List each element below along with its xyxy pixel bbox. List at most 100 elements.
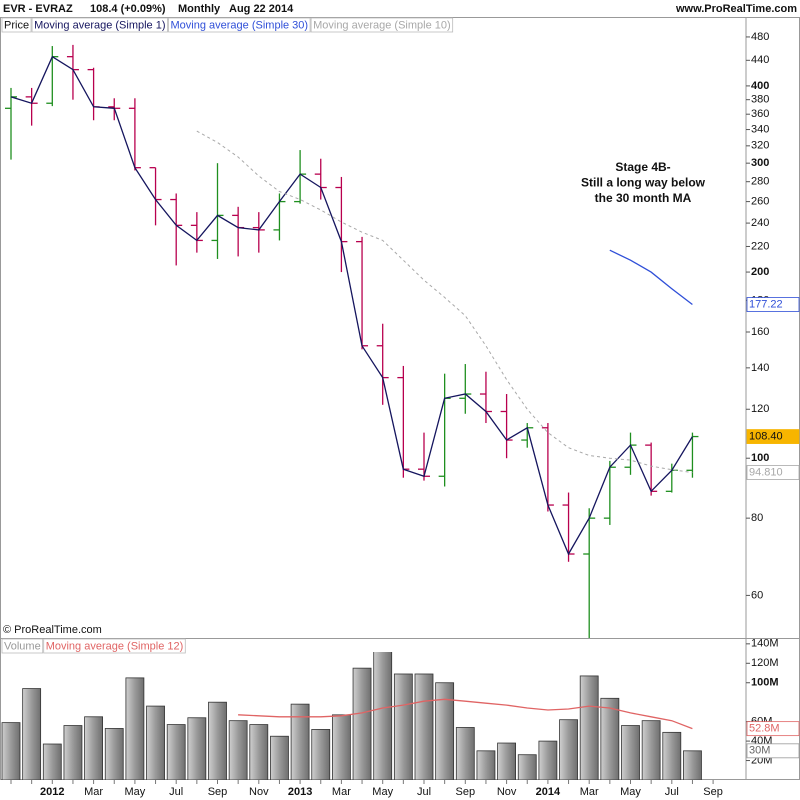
volume-bar [187,717,207,780]
y-tick-label: 100 [751,452,769,464]
y2-tick-label: 100M [751,677,779,689]
legend-label: Moving average (Simple 30) [171,19,309,31]
x-tick-label: Sep [208,786,228,798]
period: Monthly [178,3,221,15]
volume-bar [393,673,413,780]
legend-label: Price [4,19,29,31]
y-tick-label: 120 [751,403,769,415]
volume-bar [311,729,331,780]
line [609,249,693,306]
y-tick-label: 300 [751,157,769,169]
last-value-box [746,429,800,444]
x-tick-label: Sep [703,786,723,798]
volume-bar [497,742,517,780]
last-value-box [746,465,800,480]
y-tick-label: 80 [751,512,763,524]
volume-bar [228,720,248,780]
legend-label: Volume [4,640,41,652]
volume-bar [455,727,475,780]
volume-bar [559,719,578,780]
legend-box [1,638,44,654]
x-tick-label: Sep [456,786,476,798]
last-value-label: 52.8M [749,723,780,735]
copyright: © ProRealTime.com [3,624,102,636]
y-tick-label: 160 [751,326,769,338]
volume-bar [476,750,496,780]
y-tick-label: 480 [751,31,769,43]
x-tick-label: Nov [249,786,269,798]
y-tick-label: 360 [751,108,769,120]
x-tick-label: May [372,786,393,798]
volume-bar [641,720,661,780]
legend-box [310,17,454,33]
volume-bar [290,703,310,780]
last-value-box [746,297,800,312]
y-tick-label: 440 [751,54,769,66]
volume-bar [1,722,21,780]
volume-bar [63,725,83,780]
y-tick-label: 400 [751,80,769,92]
y-tick-label: 260 [751,196,769,208]
volume-bar [683,750,702,780]
legend-box [31,17,168,33]
quote: 108.4 (+0.09%) [90,3,166,15]
date: Aug 22 2014 [229,3,294,15]
y2-tick-label: 140M [751,638,779,650]
volume-bar [435,682,455,780]
volume-bar [352,667,372,780]
volume-bar [600,697,620,780]
line [196,130,693,473]
volume-bar [146,705,165,780]
volume-bar [579,675,599,780]
annotation-line: Still a long way below [581,176,706,190]
legend-box [43,638,186,654]
volume-bar [662,731,682,780]
volume-bar [538,740,558,780]
x-tick-label: 2013 [288,786,312,798]
x-tick-label: Jul [665,786,679,798]
price-plot [5,44,699,638]
last-value-label: 30M [749,745,770,757]
legend-label: Moving average (Simple 12) [46,640,184,652]
x-tick-label: Mar [84,786,103,798]
x-tick-label: Mar [332,786,351,798]
volume-bar [42,743,62,780]
volume-bar [517,754,537,780]
y-tick-label: 140 [751,362,769,374]
annotation-line: Stage 4B- [615,160,670,174]
y-tick-label: 380 [751,94,769,106]
legend-box [168,17,311,33]
x-tick-label: Jul [417,786,431,798]
x-tick-label: Nov [497,786,517,798]
volume-bar [166,724,186,780]
x-tick-label: May [620,786,641,798]
frame [0,17,800,780]
y-tick-label: 220 [751,240,769,252]
volume-bar [125,677,145,780]
volume-bar [22,688,42,780]
site: www.ProRealTime.com [675,3,797,15]
x-tick-label: 2014 [536,786,561,798]
x-tick-label: Jul [169,786,183,798]
volume-bar [208,701,227,780]
annotation-line: the 30 month MA [595,191,692,205]
legend-label: Moving average (Simple 10) [313,19,451,31]
volume-bar [414,673,434,780]
y-tick-label: 60 [751,589,763,601]
legend-box [1,17,32,33]
x-tick-label: Mar [580,786,599,798]
last-value-box [746,743,800,759]
x-tick-label: 2012 [40,786,64,798]
last-value-label: 177.22 [749,298,783,310]
line [10,55,693,556]
last-value-box [746,721,800,737]
symbol: EVR - EVRAZ [3,3,73,15]
legend-label: Moving average (Simple 1) [34,19,165,31]
volume-bar [84,716,103,780]
volume-bar [621,725,640,780]
y-tick-label: 200 [751,266,769,278]
y-tick-label: 240 [751,217,769,229]
volume-bar [249,724,269,780]
